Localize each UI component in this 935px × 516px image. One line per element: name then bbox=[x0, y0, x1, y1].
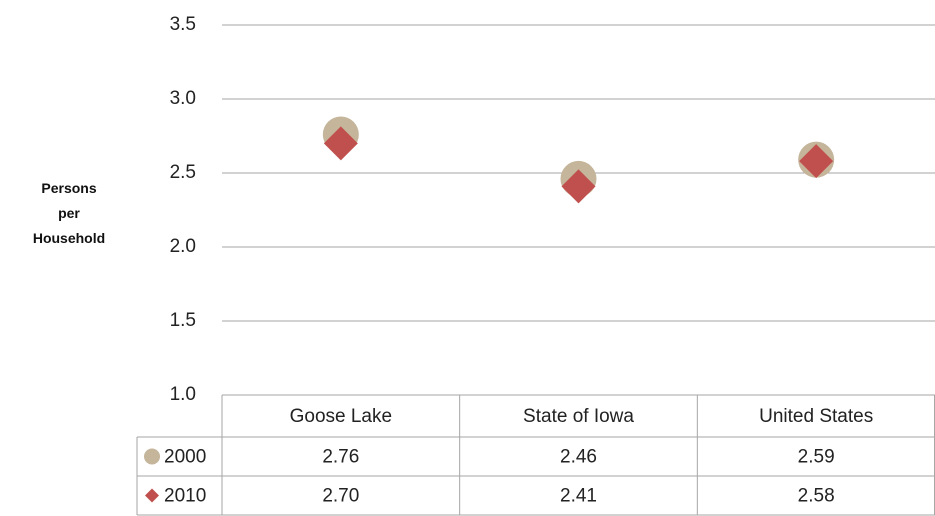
y-axis-label: Persons per Household bbox=[32, 180, 106, 246]
y-tick-label: 1.0 bbox=[170, 384, 196, 405]
legend-marker bbox=[145, 488, 159, 503]
table-value: 2.59 bbox=[798, 447, 835, 468]
legend-marker bbox=[144, 448, 160, 465]
table-value: 2.41 bbox=[560, 486, 597, 507]
legend-label: 2010 bbox=[164, 486, 206, 507]
table-value: 2.70 bbox=[322, 486, 359, 507]
category-label: State of Iowa bbox=[523, 406, 634, 427]
category-label: Goose Lake bbox=[290, 406, 392, 427]
legend-label: 2000 bbox=[164, 447, 206, 468]
table-value: 2.76 bbox=[322, 447, 359, 468]
data-point bbox=[323, 126, 358, 161]
category-label: United States bbox=[759, 406, 873, 427]
table-value: 2.46 bbox=[560, 447, 597, 468]
y-tick-label: 2.5 bbox=[170, 162, 196, 183]
y-tick-label: 2.0 bbox=[170, 236, 196, 257]
y-tick-label: 1.5 bbox=[170, 310, 196, 331]
data-point bbox=[561, 169, 596, 204]
y-tick-label: 3.0 bbox=[170, 88, 196, 109]
data-point bbox=[799, 144, 834, 179]
table-value: 2.58 bbox=[798, 486, 835, 507]
y-tick-label: 3.5 bbox=[170, 14, 196, 35]
